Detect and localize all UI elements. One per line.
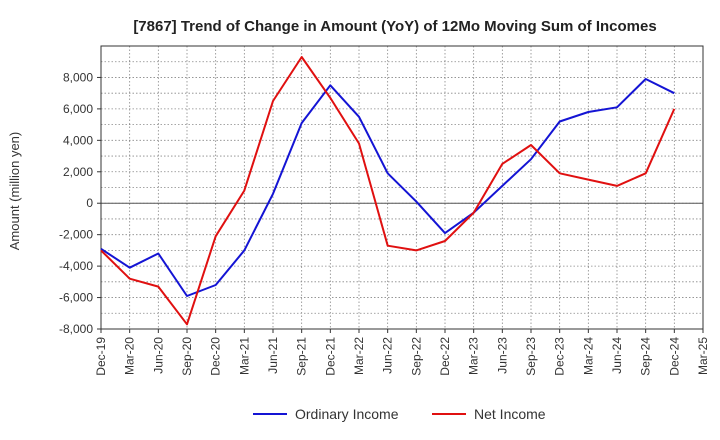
y-axis-ticks: -8,000 -6,000 -4,000 -2,000 0 2,000 4,000 6,000…: [59, 70, 101, 336]
y-tick-label: -8,000: [59, 322, 93, 336]
x-tick-label: Sep-23: [524, 337, 538, 376]
x-tick-label: Dec-22: [438, 337, 452, 376]
y-tick-label: 0: [86, 196, 93, 210]
y-tick-label: 8,000: [63, 70, 93, 84]
x-tick-label: Jun-21: [266, 337, 280, 374]
x-tick-label: Mar-22: [352, 337, 366, 375]
x-tick-label: Sep-22: [409, 337, 423, 376]
chart-title: [7867] Trend of Change in Amount (YoY) o…: [133, 18, 656, 35]
x-tick-label: Sep-24: [639, 337, 653, 376]
x-tick-label: Mar-25: [696, 337, 710, 375]
series-lines: [100, 56, 676, 326]
legend-label-0: Ordinary Income: [295, 406, 399, 422]
x-tick-label: Sep-21: [295, 337, 309, 376]
y-tick-label: -2,000: [59, 228, 93, 242]
series-line-1: [100, 56, 676, 326]
y-tick-label: -6,000: [59, 291, 93, 305]
legend: Ordinary Income Net Income: [253, 406, 546, 422]
y-tick-label: 6,000: [63, 102, 93, 116]
y-axis-label: Amount (million yen): [7, 132, 22, 251]
x-axis-ticks: Dec-19 Mar-20 Jun-20 Sep-20 Dec-20 Mar-21 Jun-…: [94, 329, 710, 376]
x-tick-label: Sep-20: [180, 337, 194, 376]
x-tick-label: Mar-21: [237, 337, 251, 375]
x-tick-label: Jun-24: [610, 337, 624, 374]
x-tick-label: Jun-23: [495, 337, 509, 374]
x-tick-label: Jun-20: [151, 337, 165, 374]
x-tick-label: Mar-24: [581, 337, 595, 375]
legend-label-1: Net Income: [474, 406, 546, 422]
x-tick-label: Dec-21: [323, 337, 337, 376]
y-tick-label: -4,000: [59, 259, 93, 273]
x-tick-label: Mar-20: [123, 337, 137, 375]
x-tick-label: Dec-24: [667, 337, 681, 376]
plot-border: [100, 45, 704, 330]
x-tick-label: Dec-23: [553, 337, 567, 376]
x-tick-label: Jun-22: [381, 337, 395, 374]
y-tick-label: 2,000: [63, 165, 93, 179]
x-tick-label: Dec-20: [209, 337, 223, 376]
y-tick-label: 4,000: [63, 133, 93, 147]
x-tick-label: Dec-19: [94, 337, 108, 376]
x-tick-label: Mar-23: [467, 337, 481, 375]
